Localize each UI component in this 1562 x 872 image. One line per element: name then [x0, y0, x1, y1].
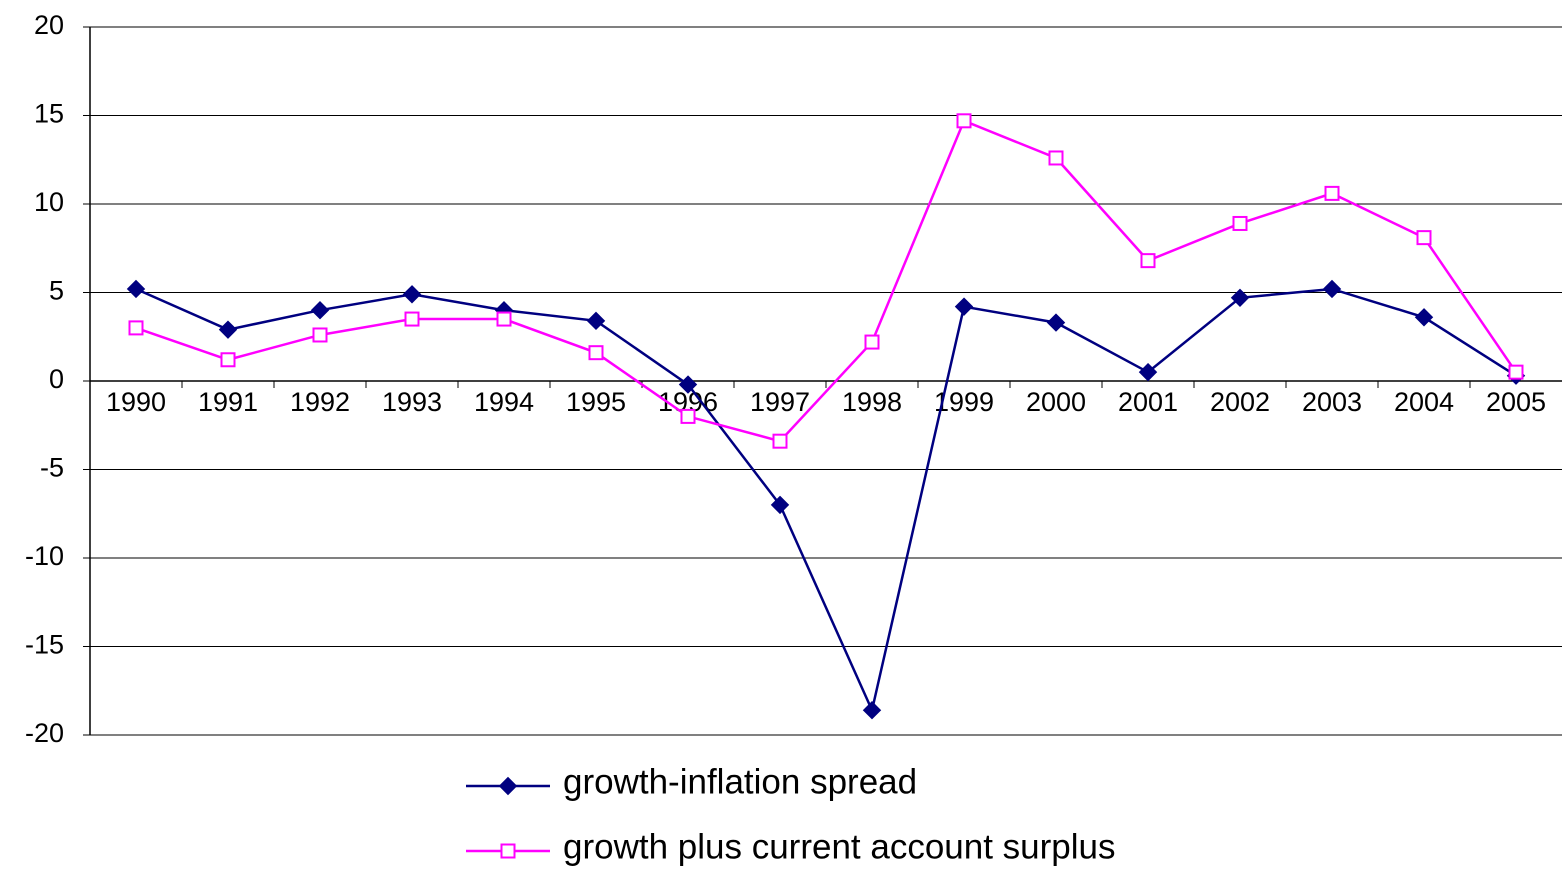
series-line [135, 119, 1518, 443]
y-tick-label: -10 [25, 541, 64, 571]
y-tick-label: 20 [34, 10, 64, 40]
data-point [1048, 150, 1064, 166]
data-point [862, 701, 882, 720]
y-tick-label: 10 [34, 187, 64, 217]
data-point [588, 345, 604, 361]
data-point [864, 334, 880, 350]
x-tick-label: 1991 [198, 387, 258, 417]
x-tick-label: 2001 [1118, 387, 1178, 417]
data-point [1230, 288, 1250, 308]
data-point [128, 320, 144, 336]
x-tick-label: 1995 [566, 387, 626, 417]
x-tick-label: 2000 [1026, 387, 1086, 417]
data-point [1140, 253, 1156, 269]
data-point [770, 495, 790, 515]
x-tick-label: 2005 [1486, 387, 1546, 417]
x-tick-label: 2003 [1302, 387, 1362, 417]
y-tick-label: 15 [34, 99, 64, 129]
legend-marker [500, 843, 516, 859]
x-tick-label: 1997 [750, 387, 810, 417]
x-tick-label: 2002 [1210, 387, 1270, 417]
data-point [310, 300, 330, 320]
y-tick-label: 5 [49, 276, 64, 306]
x-tick-label: 1993 [382, 387, 442, 417]
data-point [1324, 185, 1340, 201]
data-point [312, 327, 328, 343]
data-point [678, 375, 698, 394]
legend-label: growth plus current account surplus [563, 827, 1116, 866]
data-point [1322, 279, 1342, 299]
x-tick-label: 1998 [842, 387, 902, 417]
data-point [1046, 313, 1066, 332]
x-tick-label: 1994 [474, 387, 534, 417]
x-tick-label: 1992 [290, 387, 350, 417]
data-point [1138, 362, 1158, 382]
data-point [1232, 215, 1248, 231]
legend-marker [498, 776, 518, 796]
data-point [772, 433, 788, 449]
legend-label: growth-inflation spread [563, 762, 917, 801]
data-point [402, 285, 422, 304]
y-tick-label: -15 [25, 630, 64, 660]
data-point [954, 297, 974, 316]
series-line [135, 287, 1517, 715]
y-tick-label: -20 [25, 718, 64, 748]
data-point [586, 311, 606, 331]
x-tick-label: 1990 [106, 387, 166, 417]
data-point [126, 279, 146, 299]
y-tick-label: 0 [49, 364, 64, 394]
data-point [218, 320, 238, 339]
data-point [956, 113, 972, 129]
y-tick-label: -5 [40, 453, 64, 483]
data-point [680, 408, 696, 424]
data-point [1414, 308, 1434, 327]
x-tick-label: 2004 [1394, 387, 1454, 417]
data-point [496, 311, 512, 327]
data-point [1508, 364, 1524, 380]
data-point [404, 311, 420, 327]
data-point [1416, 230, 1432, 246]
data-point [220, 352, 236, 368]
